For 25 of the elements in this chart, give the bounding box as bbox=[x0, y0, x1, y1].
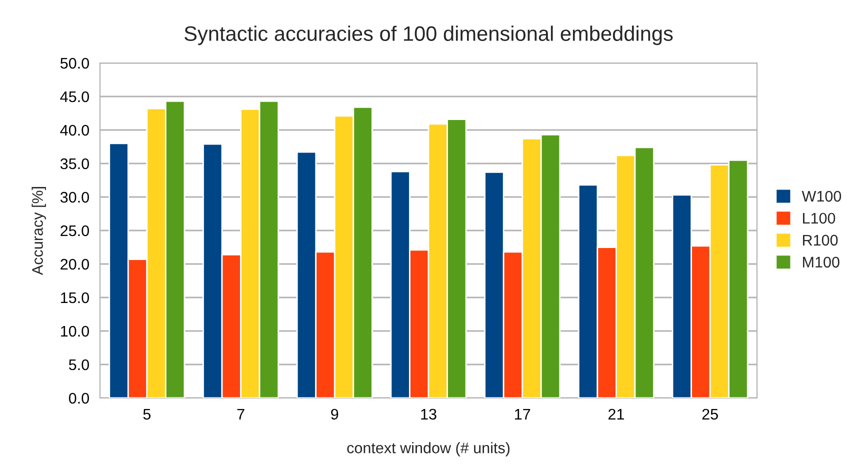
y-axis-title: Accuracy [%] bbox=[32, 187, 46, 276]
y-tick-label: 5.0 bbox=[68, 359, 89, 370]
legend-label: R100 bbox=[803, 234, 838, 246]
legend-label: L100 bbox=[803, 212, 836, 224]
y-tick-label: 10.0 bbox=[61, 326, 89, 337]
x-tick-label: 25 bbox=[702, 408, 718, 420]
x-tick-label: 9 bbox=[331, 408, 338, 420]
chart-title: Syntactic accuracies of 100 dimensional embeddings bbox=[184, 26, 673, 46]
x-tick-label: 5 bbox=[143, 408, 151, 420]
y-tick-label: 40.0 bbox=[60, 124, 89, 136]
x-tick-label: 7 bbox=[237, 408, 244, 420]
legend-label: W100 bbox=[802, 190, 842, 202]
y-tick-label: 15.0 bbox=[61, 292, 89, 304]
x-tick-label: 21 bbox=[608, 408, 624, 420]
y-tick-label: 35.0 bbox=[60, 158, 89, 170]
x-tick-label: 13 bbox=[421, 408, 436, 420]
x-tick-label: 17 bbox=[515, 408, 530, 420]
y-tick-label: 0.0 bbox=[68, 392, 89, 404]
y-tick-label: 50.0 bbox=[60, 58, 89, 69]
legend-label: M100 bbox=[803, 256, 840, 268]
y-tick-label: 20.0 bbox=[60, 258, 89, 270]
y-tick-label: 25.0 bbox=[60, 225, 89, 236]
y-tick-label: 30.0 bbox=[60, 192, 89, 203]
x-axis-title: context window (# units) bbox=[347, 442, 510, 456]
y-tick-label: 45.0 bbox=[60, 91, 89, 102]
